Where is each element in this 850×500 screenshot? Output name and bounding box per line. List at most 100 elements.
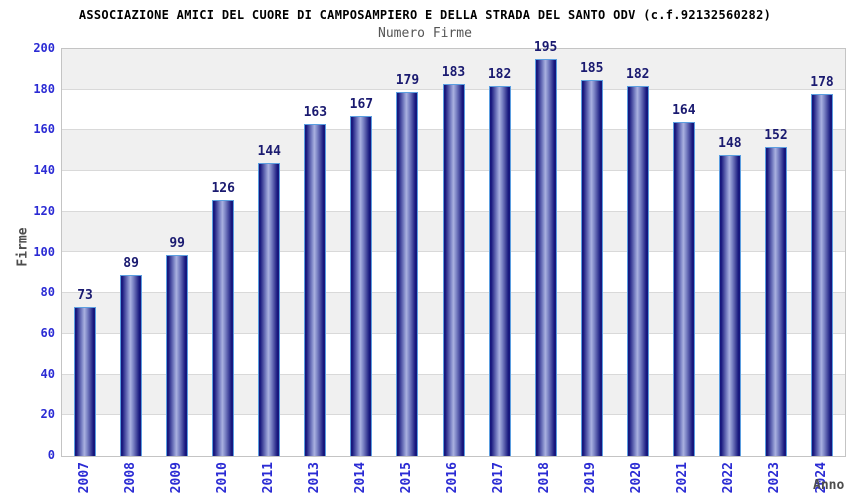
bar-value-label: 183 [441,64,466,80]
bar-value-label: 182 [487,66,512,82]
x-tick-cell: 2021 [660,462,706,500]
bar-2013 [304,124,327,456]
bar-2007 [74,307,97,456]
x-tick-cell: 2014 [337,462,383,500]
bar-slot: 126 [200,49,246,456]
x-tick-label: 2017 [491,462,507,494]
bar-value-label: 89 [123,255,139,271]
y-tick-label: 40 [40,366,55,381]
bar-slot: 167 [338,49,384,456]
bar-slot: 89 [108,49,154,456]
y-tick-label: 120 [33,203,55,218]
bar-slot: 73 [62,49,108,456]
x-tick-label: 2013 [306,462,322,494]
bar-value-label: 179 [395,72,420,88]
y-tick-label: 100 [33,244,55,259]
y-tick-label: 60 [40,325,55,340]
x-tick-cell: 2007 [61,462,107,500]
y-tick-label: 180 [33,81,55,96]
chart-title: ASSOCIAZIONE AMICI DEL CUORE DI CAMPOSAM… [78,8,772,22]
bar-slot: 99 [154,49,200,456]
bar-slot: 195 [523,40,569,456]
y-tick-label: 160 [33,122,55,137]
bar-value-label: 152 [764,127,788,143]
bar-value-label: 185 [579,60,604,76]
x-tick-cell: 2022 [706,462,752,500]
bar-2022 [718,154,741,456]
x-axis-tick-labels: 2007 2008 2009 2010 2011 2013 2014 2015 2016 2017… [61,462,844,500]
x-tick-label: 2014 [352,462,368,494]
plot-area: 73 89 99 126 144 163 167 179 183 182 195 185 182 164 1… [61,40,846,457]
chart-subtitle: Numero Firme [378,26,472,41]
x-tick-cell: 2023 [752,462,798,500]
bar-slot: 144 [246,49,292,456]
bar-value-label: 126 [211,180,235,196]
bar-2021 [672,122,695,456]
x-tick-cell: 2011 [245,462,291,500]
x-tick-cell: 2010 [199,462,245,500]
x-tick-cell: 2018 [522,462,568,500]
bar-2008 [120,274,143,456]
bar-value-label: 144 [257,143,282,159]
bar-slot: 178 [799,49,845,456]
x-tick-label: 2021 [675,462,691,494]
y-tick-label: 20 [40,407,55,422]
bar-slot: 182 [615,49,661,456]
bar-value-label: 99 [169,235,185,251]
bar-slot: 163 [292,49,338,456]
bar-slot: 179 [384,49,430,456]
x-tick-label: 2009 [168,462,184,494]
x-tick-label: 2019 [583,462,599,494]
x-tick-label: 2018 [537,462,553,494]
y-axis-title: Firme [15,227,31,267]
bar-2023 [764,146,787,456]
x-tick-label: 2011 [260,462,276,494]
bar-2016 [442,83,465,456]
bar-2014 [350,116,373,456]
bar-2018 [534,59,557,456]
y-axis-tick-labels: 0 20 40 60 80 100 120 140 160 180 200 [0,41,55,462]
bar-2019 [580,79,603,456]
bar-value-label: 148 [718,135,742,151]
x-tick-cell: 2015 [383,462,429,500]
x-tick-label: 2010 [214,462,230,494]
bar-value-label: 195 [533,40,558,56]
x-tick-label: 2008 [122,462,138,494]
y-tick-label: 0 [47,448,55,462]
bar-slot: 183 [431,49,477,456]
bar-2017 [488,85,511,456]
bar-value-label: 73 [77,288,93,304]
x-tick-label: 2007 [76,462,92,494]
x-tick-cell: 2009 [153,462,199,500]
bar-slot: 148 [707,49,753,456]
x-tick-label: 2015 [398,462,414,494]
bar-slot: 164 [661,49,707,456]
x-tick-label: 2020 [629,462,645,494]
bar-2011 [258,162,281,456]
y-tick-label: 80 [40,285,55,300]
y-tick-label: 200 [33,41,55,55]
x-tick-label: 2016 [445,462,461,494]
bar-value-label: 167 [349,97,374,113]
x-tick-label: 2023 [767,462,783,494]
bar-value-label: 182 [626,66,650,82]
y-tick-label: 140 [33,163,55,178]
bar-2024 [811,93,834,456]
bar-slot: 152 [753,49,799,456]
bar-value-label: 178 [810,74,834,90]
x-tick-cell: 2019 [568,462,614,500]
bar-2009 [166,254,189,456]
bar-slot: 182 [477,49,523,456]
x-tick-cell: 2020 [614,462,660,500]
bar-slot: 185 [569,49,615,456]
bar-2010 [212,199,235,456]
x-tick-label: 2022 [721,462,737,494]
x-tick-cell: 2016 [430,462,476,500]
bar-2020 [626,85,649,456]
bars-container: 73 89 99 126 144 163 167 179 183 182 195 185 182 164 1… [62,40,845,456]
bar-value-label: 163 [303,105,328,121]
x-tick-cell: 2017 [476,462,522,500]
bar-2015 [396,91,419,456]
x-axis-title: Anno [813,478,845,493]
x-tick-cell: 2008 [107,462,153,500]
